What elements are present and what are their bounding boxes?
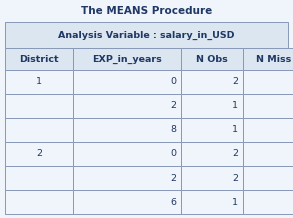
Text: The MEANS Procedure: The MEANS Procedure	[81, 6, 212, 16]
FancyBboxPatch shape	[5, 190, 73, 214]
Text: 2: 2	[170, 102, 176, 111]
FancyBboxPatch shape	[5, 142, 73, 166]
Text: 0: 0	[170, 150, 176, 158]
FancyBboxPatch shape	[73, 142, 181, 166]
Text: 2: 2	[232, 78, 238, 87]
FancyBboxPatch shape	[243, 166, 293, 190]
FancyBboxPatch shape	[243, 118, 293, 142]
Text: EXP_in_years: EXP_in_years	[92, 54, 162, 64]
FancyBboxPatch shape	[181, 142, 243, 166]
Text: 1: 1	[232, 198, 238, 206]
FancyBboxPatch shape	[73, 48, 181, 70]
FancyBboxPatch shape	[243, 48, 293, 70]
FancyBboxPatch shape	[73, 166, 181, 190]
Text: 2: 2	[170, 174, 176, 182]
FancyBboxPatch shape	[5, 166, 73, 190]
FancyBboxPatch shape	[5, 70, 73, 94]
FancyBboxPatch shape	[73, 70, 181, 94]
Text: 8: 8	[170, 126, 176, 135]
Text: District: District	[19, 54, 59, 63]
FancyBboxPatch shape	[243, 70, 293, 94]
FancyBboxPatch shape	[5, 48, 73, 70]
FancyBboxPatch shape	[181, 70, 243, 94]
Text: 1: 1	[36, 78, 42, 87]
FancyBboxPatch shape	[181, 48, 243, 70]
FancyBboxPatch shape	[181, 166, 243, 190]
FancyBboxPatch shape	[5, 22, 288, 48]
Text: 6: 6	[170, 198, 176, 206]
Text: 0: 0	[170, 78, 176, 87]
Text: Analysis Variable : salary_in_USD: Analysis Variable : salary_in_USD	[58, 31, 235, 40]
Text: 2: 2	[36, 150, 42, 158]
FancyBboxPatch shape	[5, 94, 73, 118]
FancyBboxPatch shape	[181, 94, 243, 118]
Text: 1: 1	[232, 102, 238, 111]
FancyBboxPatch shape	[73, 94, 181, 118]
FancyBboxPatch shape	[5, 118, 73, 142]
FancyBboxPatch shape	[181, 190, 243, 214]
FancyBboxPatch shape	[181, 118, 243, 142]
Text: 1: 1	[232, 126, 238, 135]
Text: 2: 2	[232, 174, 238, 182]
Text: N Obs: N Obs	[196, 54, 228, 63]
FancyBboxPatch shape	[73, 118, 181, 142]
FancyBboxPatch shape	[73, 190, 181, 214]
Text: N Miss: N Miss	[256, 54, 292, 63]
FancyBboxPatch shape	[243, 190, 293, 214]
FancyBboxPatch shape	[243, 94, 293, 118]
Text: 2: 2	[232, 150, 238, 158]
FancyBboxPatch shape	[243, 142, 293, 166]
